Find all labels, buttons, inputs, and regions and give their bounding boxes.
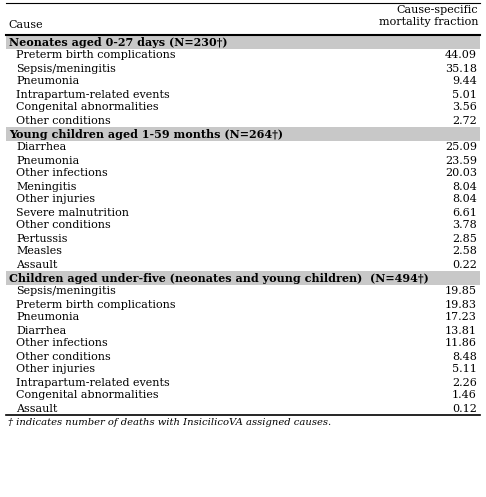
Text: 5.11: 5.11 (452, 364, 477, 375)
Text: Cause: Cause (8, 20, 43, 30)
Text: 8.04: 8.04 (452, 181, 477, 191)
Text: Sepsis/meningitis: Sepsis/meningitis (16, 64, 116, 74)
Text: Preterm birth complications: Preterm birth complications (16, 51, 175, 61)
Text: Preterm birth complications: Preterm birth complications (16, 300, 175, 310)
Text: Pertussis: Pertussis (16, 234, 68, 244)
Text: 1.46: 1.46 (452, 391, 477, 401)
Text: 20.03: 20.03 (445, 168, 477, 178)
Text: Other conditions: Other conditions (16, 221, 111, 231)
Bar (6, 271, 480, 285)
Text: Other injuries: Other injuries (16, 194, 95, 204)
Text: Pneumonia: Pneumonia (16, 77, 79, 86)
Bar (6, 35, 480, 49)
Text: Meningitis: Meningitis (16, 181, 76, 191)
Text: Pneumonia: Pneumonia (16, 156, 79, 166)
Text: 17.23: 17.23 (445, 313, 477, 323)
Text: Diarrhea: Diarrhea (16, 143, 66, 153)
Text: 19.83: 19.83 (445, 300, 477, 310)
Text: † indicates number of deaths with InsicilicoVA assigned causes.: † indicates number of deaths with Insici… (8, 418, 331, 427)
Text: Severe malnutrition: Severe malnutrition (16, 208, 129, 218)
Text: Intrapartum-related events: Intrapartum-related events (16, 378, 170, 388)
Text: 9.44: 9.44 (452, 77, 477, 86)
Text: 35.18: 35.18 (445, 64, 477, 74)
Text: 0.22: 0.22 (452, 259, 477, 269)
Text: 2.72: 2.72 (452, 115, 477, 126)
Bar (6, 127, 480, 141)
Text: Cause-specific
mortality fraction: Cause-specific mortality fraction (379, 5, 478, 27)
Text: 6.61: 6.61 (452, 208, 477, 218)
Text: Sepsis/meningitis: Sepsis/meningitis (16, 286, 116, 297)
Text: Other conditions: Other conditions (16, 351, 111, 361)
Text: Assault: Assault (16, 404, 57, 414)
Text: 2.85: 2.85 (452, 234, 477, 244)
Text: Congenital abnormalities: Congenital abnormalities (16, 391, 158, 401)
Text: 3.56: 3.56 (452, 102, 477, 112)
Text: Diarrhea: Diarrhea (16, 326, 66, 335)
Text: Other infections: Other infections (16, 338, 108, 348)
Text: Assault: Assault (16, 259, 57, 269)
Text: 3.78: 3.78 (452, 221, 477, 231)
Text: 0.12: 0.12 (452, 404, 477, 414)
Text: 2.26: 2.26 (452, 378, 477, 388)
Text: Intrapartum-related events: Intrapartum-related events (16, 89, 170, 99)
Text: 25.09: 25.09 (445, 143, 477, 153)
Text: 19.85: 19.85 (445, 286, 477, 297)
Text: Measles: Measles (16, 247, 62, 256)
Text: 5.01: 5.01 (452, 89, 477, 99)
Text: Other infections: Other infections (16, 168, 108, 178)
Text: 8.04: 8.04 (452, 194, 477, 204)
Text: 11.86: 11.86 (445, 338, 477, 348)
Text: Other injuries: Other injuries (16, 364, 95, 375)
Text: 44.09: 44.09 (445, 51, 477, 61)
Text: Pneumonia: Pneumonia (16, 313, 79, 323)
Text: Neonates aged 0-27 days (N=230†): Neonates aged 0-27 days (N=230†) (9, 36, 227, 48)
Text: Young children aged 1-59 months (N=264†): Young children aged 1-59 months (N=264†) (9, 129, 283, 140)
Text: Congenital abnormalities: Congenital abnormalities (16, 102, 158, 112)
Text: Other conditions: Other conditions (16, 115, 111, 126)
Text: 2.58: 2.58 (452, 247, 477, 256)
Text: Children aged under-five (neonates and young children)  (N=494†): Children aged under-five (neonates and y… (9, 272, 429, 283)
Text: 23.59: 23.59 (445, 156, 477, 166)
Text: 13.81: 13.81 (445, 326, 477, 335)
Text: 8.48: 8.48 (452, 351, 477, 361)
